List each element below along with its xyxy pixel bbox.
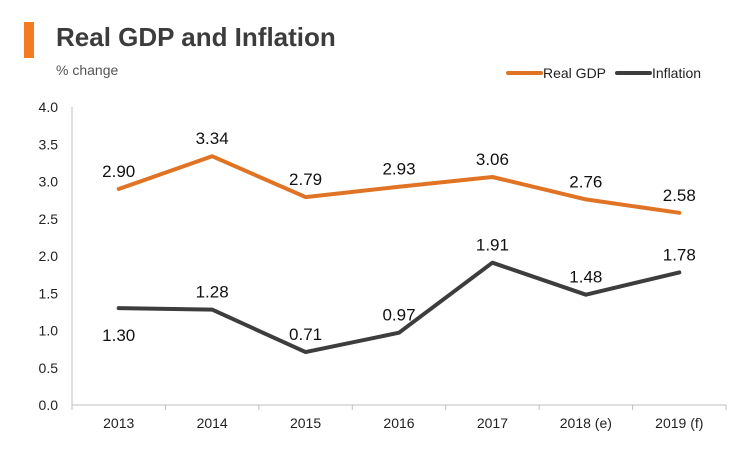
y-tick-label: 2.5: [39, 211, 59, 227]
y-tick-label: 3.0: [39, 174, 59, 190]
chart-subtitle: % change: [56, 62, 119, 78]
data-label: 0.97: [382, 306, 415, 325]
data-label: 3.06: [476, 150, 509, 169]
series-line-real-gdp: [116, 154, 682, 215]
x-tick-label: 2018 (e): [560, 415, 612, 431]
x-tick-label: 2017: [477, 415, 508, 431]
data-label: 1.48: [569, 268, 602, 287]
y-tick-label: 4.0: [39, 99, 59, 115]
data-label: 2.93: [382, 160, 415, 179]
y-tick-label: 0.0: [39, 397, 59, 413]
y-tick-label: 1.5: [39, 285, 59, 301]
data-label: 2.90: [102, 162, 135, 181]
y-tick-label: 2.0: [39, 248, 59, 264]
data-label: 2.79: [289, 170, 322, 189]
y-tick-label: 3.5: [39, 136, 59, 152]
data-label: 2.58: [663, 186, 696, 205]
y-tick-label: 0.5: [39, 360, 59, 376]
chart-title: Real GDP and Inflation: [56, 22, 336, 52]
data-label: 1.30: [102, 326, 135, 345]
data-label: 3.34: [196, 129, 229, 148]
data-label: 0.71: [289, 325, 322, 344]
x-tick-label: 2015: [290, 415, 321, 431]
series-line-inflation: [116, 260, 682, 355]
legend-label: Real GDP: [543, 65, 606, 81]
x-tick-label: 2019 (f): [655, 415, 703, 431]
x-tick-label: 2016: [383, 415, 414, 431]
x-tick-label: 2014: [197, 415, 228, 431]
legend-label: Inflation: [652, 65, 701, 81]
y-tick-label: 1.0: [39, 323, 59, 339]
x-tick-label: 2013: [103, 415, 134, 431]
data-label: 1.28: [196, 283, 229, 302]
data-label: 1.91: [476, 236, 509, 255]
data-label: 2.76: [569, 172, 602, 191]
title-accent-bar: [24, 22, 34, 58]
data-label: 1.78: [663, 245, 696, 264]
